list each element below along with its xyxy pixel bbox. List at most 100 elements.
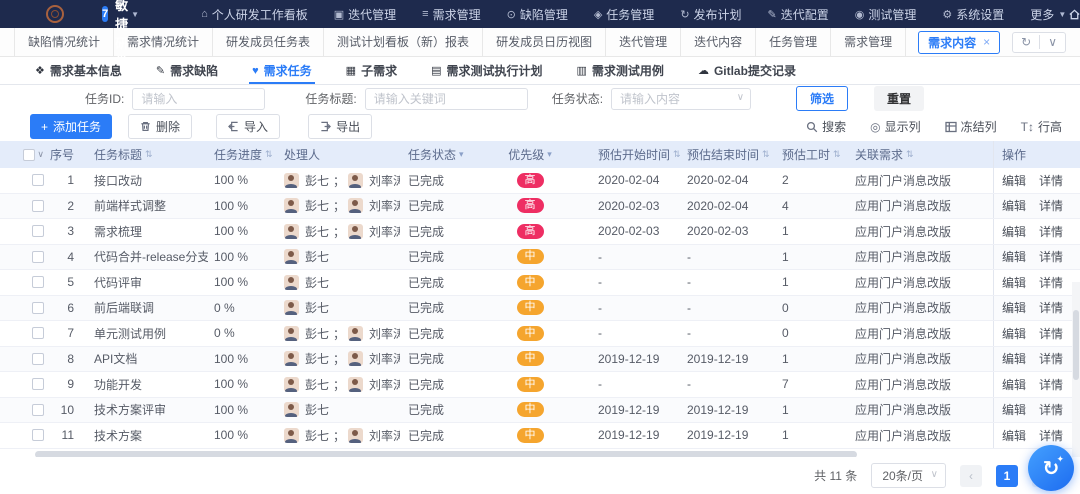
subtab-req-basic-info[interactable]: ❖ 需求基本信息 xyxy=(18,57,139,84)
detail-link[interactable]: 详情 xyxy=(1039,224,1064,239)
col-header-requirement[interactable]: 关联需求 ⇅ xyxy=(855,148,914,162)
add-task-button[interactable]: + 添加任务 xyxy=(30,114,113,139)
detail-link[interactable]: 详情 xyxy=(1039,173,1064,188)
col-header-no[interactable]: 序号 xyxy=(49,148,74,162)
detail-link[interactable]: 详情 xyxy=(1039,275,1064,290)
app-title[interactable]: 七巧敏捷研发 xyxy=(115,0,129,70)
nav-item-test[interactable]: ◉ 测试管理 xyxy=(855,6,917,23)
edit-link[interactable]: 编辑 xyxy=(1002,173,1027,188)
filter-caret-icon[interactable]: ▾ xyxy=(459,149,464,159)
col-header-end[interactable]: 预估结束时间 ⇅ xyxy=(687,148,770,162)
edit-link[interactable]: 编辑 xyxy=(1002,326,1027,341)
edit-link[interactable]: 编辑 xyxy=(1002,352,1027,367)
task-id-input[interactable] xyxy=(132,87,266,110)
row-checkbox[interactable] xyxy=(32,301,44,314)
page-number-button[interactable]: 1 xyxy=(996,464,1018,487)
cell-title[interactable]: 前后端联调 xyxy=(94,301,155,316)
nav-item-defect[interactable]: ⊙ 缺陷管理 xyxy=(507,6,568,23)
reset-button[interactable]: 重置 xyxy=(874,86,925,111)
row-checkbox[interactable] xyxy=(32,225,44,238)
tab[interactable]: 测试计划看板（新）报表 xyxy=(324,28,484,56)
row-checkbox[interactable] xyxy=(32,403,44,416)
detail-link[interactable]: 详情 xyxy=(1039,428,1064,443)
cell-title[interactable]: API文档 xyxy=(94,352,138,367)
detail-link[interactable]: 详情 xyxy=(1039,352,1064,367)
nav-item-config[interactable]: ✎ 迭代配置 xyxy=(768,6,829,23)
row-checkbox[interactable] xyxy=(32,174,44,187)
col-header-hours[interactable]: 预估工时 ⇅ xyxy=(782,148,841,162)
cell-title[interactable]: 需求梳理 xyxy=(94,224,143,239)
row-checkbox[interactable] xyxy=(32,327,44,340)
col-header-status[interactable]: 任务状态 ▾ xyxy=(408,148,464,162)
detail-link[interactable]: 详情 xyxy=(1039,403,1064,418)
tab[interactable]: 需求情况统计 xyxy=(114,28,214,56)
col-header-progress[interactable]: 任务进度 ⇅ xyxy=(214,148,273,162)
row-checkbox[interactable] xyxy=(32,378,44,391)
sort-icon[interactable]: ⇅ xyxy=(906,149,914,159)
home-icon[interactable] xyxy=(1066,6,1080,22)
tab[interactable]: 研发成员任务表 xyxy=(213,28,325,56)
nav-item-release[interactable]: ↻ 发布计划 xyxy=(680,6,741,23)
import-button[interactable]: 导入 xyxy=(216,114,281,139)
subtab-req-defects[interactable]: ✎ 需求缺陷 xyxy=(139,57,235,84)
close-icon[interactable]: × xyxy=(983,35,991,49)
export-button[interactable]: 导出 xyxy=(308,114,373,139)
cell-title[interactable]: 代码评审 xyxy=(94,275,143,290)
edit-link[interactable]: 编辑 xyxy=(1002,275,1027,290)
nav-item-requirement[interactable]: ≡ 需求管理 xyxy=(422,6,480,23)
edit-link[interactable]: 编辑 xyxy=(1002,250,1027,265)
sort-icon[interactable]: ⇅ xyxy=(762,149,770,159)
subtab-sub-requirements[interactable]: ▦ 子需求 xyxy=(329,57,414,84)
edit-link[interactable]: 编辑 xyxy=(1002,377,1027,392)
refresh-icon[interactable]: ↻ xyxy=(1021,35,1032,49)
subtab-gitlab-commits[interactable]: ☁ Gitlab提交记录 xyxy=(681,57,813,84)
tab[interactable]: 研发成员日历视图 xyxy=(483,28,607,56)
nav-item-home[interactable]: ⌂ 个人研发工作看板 xyxy=(201,6,308,23)
cell-title[interactable]: 技术方案 xyxy=(94,428,143,443)
edit-link[interactable]: 编辑 xyxy=(1002,403,1027,418)
prev-page-button[interactable]: ‹ xyxy=(960,464,982,487)
row-checkbox[interactable] xyxy=(32,276,44,289)
cell-title[interactable]: 代码合并-release分支 xyxy=(94,250,208,265)
filter-button[interactable]: 筛选 xyxy=(796,86,849,111)
cell-title[interactable]: 功能开发 xyxy=(94,377,143,392)
tab[interactable]: 需求管理 xyxy=(831,28,907,56)
detail-link[interactable]: 详情 xyxy=(1039,301,1064,316)
col-header-assignee[interactable]: 处理人 xyxy=(284,148,321,162)
detail-link[interactable]: 详情 xyxy=(1039,377,1064,392)
edit-link[interactable]: 编辑 xyxy=(1002,224,1027,239)
row-checkbox[interactable] xyxy=(32,352,44,365)
assistant-float-button[interactable]: ↻ ✦ xyxy=(1028,445,1074,491)
delete-button[interactable]: 删除 xyxy=(128,114,193,139)
nav-item-iteration[interactable]: ▣ 迭代管理 xyxy=(334,6,396,23)
horizontal-scrollbar[interactable] xyxy=(35,451,857,458)
col-header-title[interactable]: 任务标题 ⇅ xyxy=(94,148,153,162)
detail-link[interactable]: 详情 xyxy=(1039,326,1064,341)
cell-title[interactable]: 单元测试用例 xyxy=(94,326,167,341)
filter-caret-icon[interactable]: ▾ xyxy=(547,149,552,159)
sort-icon[interactable]: ⇅ xyxy=(145,149,153,159)
detail-link[interactable]: 详情 xyxy=(1039,199,1064,214)
sort-icon[interactable]: ⇅ xyxy=(833,149,841,159)
tab[interactable]: 缺陷情况统计 xyxy=(14,28,115,56)
row-checkbox[interactable] xyxy=(32,429,44,442)
col-header-priority[interactable]: 优先级 ▾ xyxy=(508,148,552,162)
search-tool[interactable]: 搜索 xyxy=(806,118,846,135)
edit-link[interactable]: 编辑 xyxy=(1002,301,1027,316)
tab[interactable]: 迭代内容 xyxy=(681,28,757,56)
cell-title[interactable]: 前端样式调整 xyxy=(94,199,167,214)
detail-link[interactable]: 详情 xyxy=(1039,250,1064,265)
vertical-scrollbar[interactable] xyxy=(1072,282,1080,494)
edit-link[interactable]: 编辑 xyxy=(1002,199,1027,214)
nav-item-settings[interactable]: ⚙ 系统设置 xyxy=(942,6,1004,23)
tab[interactable]: 迭代管理 xyxy=(606,28,682,56)
page-size-select[interactable]: 20条/页 ∨ xyxy=(871,463,946,488)
freeze-columns-tool[interactable]: 冻结列 xyxy=(944,118,997,135)
sort-icon[interactable]: ⇅ xyxy=(673,149,681,159)
cell-title[interactable]: 接口改动 xyxy=(94,173,143,188)
select-all-checkbox[interactable] xyxy=(23,148,36,161)
cell-title[interactable]: 技术方案评审 xyxy=(94,403,167,418)
subtab-req-test-plan[interactable]: ▤ 需求测试执行计划 xyxy=(414,57,559,84)
subtab-req-tasks[interactable]: ♥ 需求任务 xyxy=(235,57,329,84)
subtab-req-test-cases[interactable]: ▥ 需求测试用例 xyxy=(560,57,681,84)
